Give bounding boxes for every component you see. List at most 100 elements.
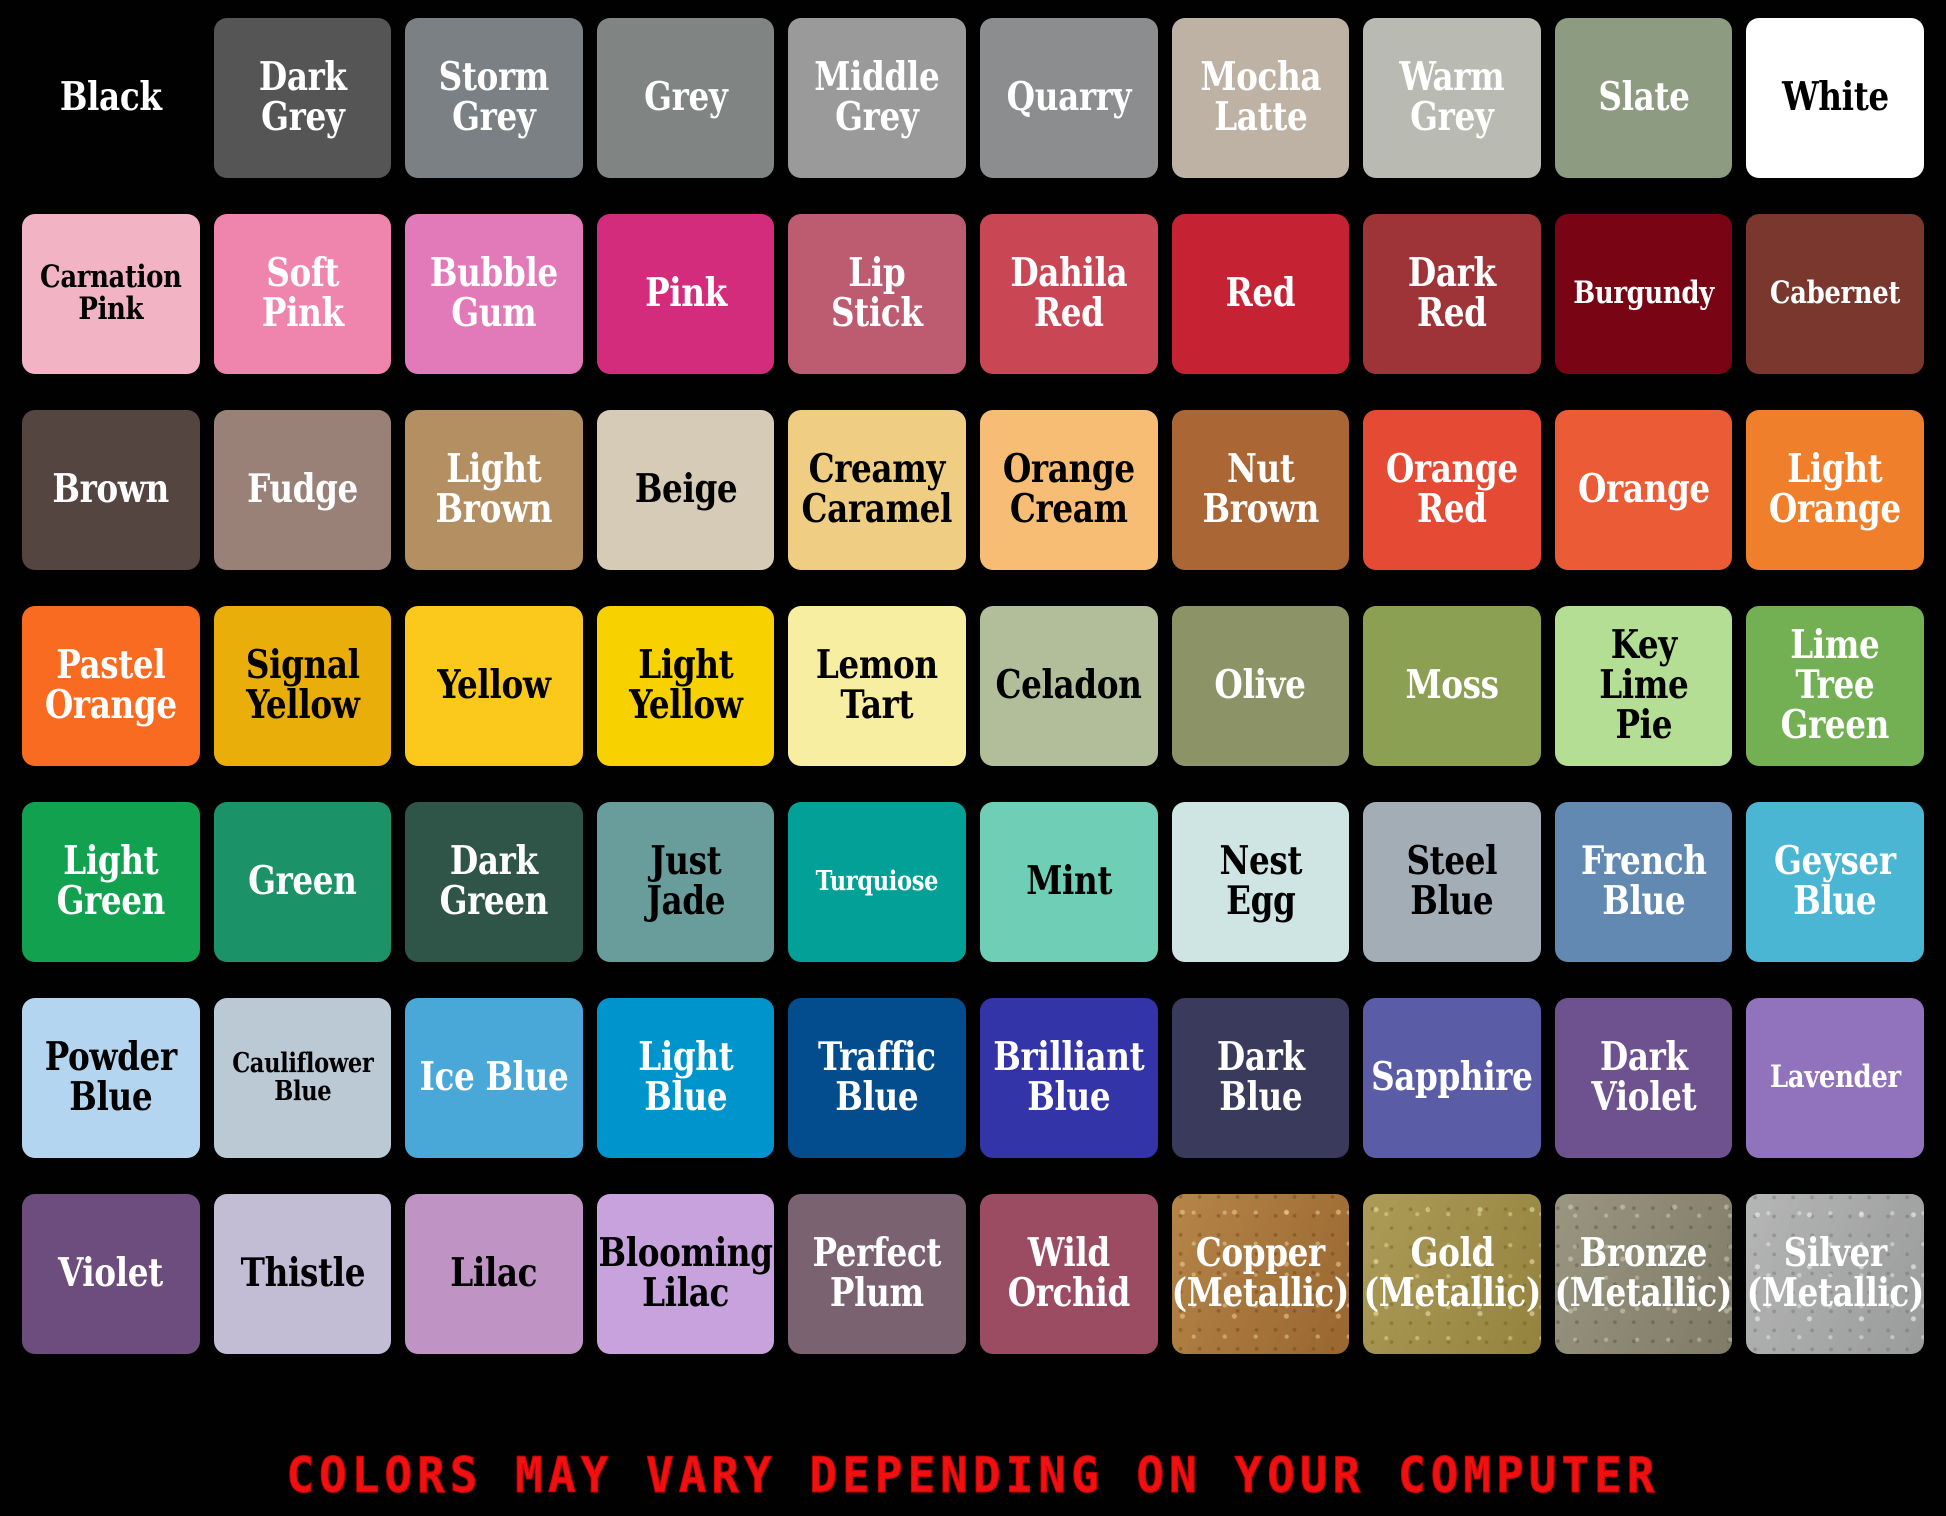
color-swatch[interactable]: Bubble Gum — [405, 214, 583, 374]
swatch-grid: Black Dark Grey Storm Grey Grey Middle Grey Q… — [22, 18, 1924, 1354]
color-swatch[interactable]: Key Lime Pie — [1554, 606, 1733, 766]
swatch-label: Carnation Pink — [40, 259, 182, 327]
color-swatch[interactable]: French Blue — [1554, 802, 1733, 962]
color-swatch[interactable]: Cabernet — [1746, 214, 1924, 374]
color-swatch[interactable]: Moss — [1363, 606, 1541, 766]
color-swatch[interactable]: Copper (Metallic) — [1171, 1194, 1350, 1354]
color-swatch[interactable]: Light Blue — [596, 998, 775, 1158]
color-swatch[interactable]: Creamy Caramel — [788, 410, 966, 570]
color-swatch[interactable]: Ice Blue — [405, 998, 583, 1158]
color-swatch[interactable]: Fudge — [213, 410, 392, 570]
swatch-label: White — [1781, 74, 1889, 121]
color-swatch[interactable]: Orange Red — [1363, 410, 1541, 570]
swatch-label: Orange Cream — [1002, 446, 1135, 532]
color-swatch[interactable]: Pink — [596, 214, 775, 374]
color-swatch[interactable]: Burgundy — [1554, 214, 1733, 374]
color-swatch[interactable]: Sapphire — [1363, 998, 1541, 1158]
color-swatch[interactable]: Powder Blue — [22, 998, 200, 1158]
swatch-label: Storm Grey — [438, 54, 550, 140]
color-swatch[interactable]: Gold (Metallic) — [1363, 1194, 1541, 1354]
color-swatch[interactable]: Geyser Blue — [1746, 802, 1924, 962]
color-swatch[interactable]: Perfect Plum — [788, 1194, 966, 1354]
color-swatch[interactable]: Soft Pink — [213, 214, 392, 374]
color-swatch[interactable]: Wild Orchid — [980, 1194, 1158, 1354]
swatch-label: Light Brown — [435, 446, 553, 532]
color-swatch[interactable]: Lavender — [1746, 998, 1924, 1158]
metallic-texture-overlay — [1171, 1194, 1350, 1354]
swatch-label: Signal Yellow — [245, 642, 360, 728]
color-swatch[interactable]: Dark Grey — [213, 18, 392, 178]
swatch-label: Sapphire — [1371, 1054, 1533, 1101]
swatch-label: Orange Red — [1386, 446, 1518, 532]
color-swatch[interactable]: Warm Grey — [1363, 18, 1541, 178]
color-swatch[interactable]: Green — [213, 802, 392, 962]
color-swatch[interactable]: Olive — [1171, 606, 1350, 766]
color-swatch[interactable]: Light Brown — [405, 410, 583, 570]
color-swatch[interactable]: White — [1746, 18, 1924, 178]
swatch-label: Wild Orchid — [1007, 1230, 1131, 1316]
swatch-label: Lemon Tart — [816, 642, 939, 728]
color-swatch[interactable]: Yellow — [405, 606, 583, 766]
color-swatch[interactable]: Light Orange — [1746, 410, 1924, 570]
color-swatch[interactable]: Carnation Pink — [22, 214, 200, 374]
swatch-label: Violet — [58, 1250, 164, 1297]
color-swatch[interactable]: Orange — [1554, 410, 1733, 570]
swatch-label: Steel Blue — [1406, 838, 1498, 924]
swatch-label: Powder Blue — [44, 1034, 177, 1120]
color-swatch[interactable]: Brilliant Blue — [980, 998, 1158, 1158]
color-swatch[interactable]: Mocha Latte — [1171, 18, 1350, 178]
color-swatch[interactable]: Slate — [1554, 18, 1733, 178]
color-swatch[interactable]: Dark Green — [405, 802, 583, 962]
swatch-label: Olive — [1214, 662, 1306, 709]
swatch-label: Key Lime Pie — [1599, 622, 1689, 748]
color-swatch[interactable]: Bronze (Metallic) — [1554, 1194, 1733, 1354]
color-swatch[interactable]: Orange Cream — [980, 410, 1158, 570]
swatch-label: Lime Tree Green — [1780, 622, 1890, 748]
color-swatch[interactable]: Red — [1171, 214, 1350, 374]
color-swatch[interactable]: Lilac — [405, 1194, 583, 1354]
color-swatch[interactable]: Steel Blue — [1363, 802, 1541, 962]
color-swatch[interactable]: Silver (Metallic) — [1746, 1194, 1924, 1354]
color-swatch[interactable]: Storm Grey — [405, 18, 583, 178]
color-swatch[interactable]: Beige — [596, 410, 775, 570]
swatch-label: Silver (Metallic) — [1746, 1230, 1924, 1316]
color-swatch[interactable]: Black — [22, 18, 200, 178]
color-swatch[interactable]: Just Jade — [596, 802, 775, 962]
swatch-label: Dahila Red — [1010, 250, 1128, 336]
swatch-label: Light Yellow — [628, 642, 743, 728]
color-swatch[interactable]: Pastel Orange — [22, 606, 200, 766]
color-swatch[interactable]: Quarry — [980, 18, 1158, 178]
color-swatch[interactable]: Violet — [22, 1194, 200, 1354]
footer-banner: COLORS MAY VARY DEPENDING ON YOUR COMPUT… — [0, 1446, 1946, 1504]
footer-disclaimer-text: COLORS MAY VARY DEPENDING ON YOUR COMPUT… — [286, 1446, 1660, 1504]
color-swatch[interactable]: Signal Yellow — [213, 606, 392, 766]
color-swatch[interactable]: Light Green — [22, 802, 200, 962]
color-swatch[interactable]: Celadon — [980, 606, 1158, 766]
color-swatch[interactable]: Turquiose — [788, 802, 966, 962]
color-swatch[interactable]: Dark Violet — [1554, 998, 1733, 1158]
color-swatch[interactable]: Lemon Tart — [788, 606, 966, 766]
color-swatch[interactable]: Middle Grey — [788, 18, 966, 178]
color-swatch[interactable]: Nest Egg — [1171, 802, 1350, 962]
color-swatch[interactable]: Nut Brown — [1171, 410, 1350, 570]
swatch-label: Orange — [1577, 466, 1710, 513]
color-swatch[interactable]: Blooming Lilac — [596, 1194, 775, 1354]
color-swatch[interactable]: Lime Tree Green — [1746, 606, 1924, 766]
color-swatch[interactable]: Thistle — [213, 1194, 392, 1354]
swatch-label: Dark Blue — [1216, 1034, 1305, 1120]
swatch-label: Mint — [1025, 858, 1112, 905]
color-swatch[interactable]: Brown — [22, 410, 200, 570]
color-swatch[interactable]: Light Yellow — [596, 606, 775, 766]
swatch-label: Mocha Latte — [1199, 54, 1321, 140]
swatch-label: Green — [248, 858, 357, 905]
color-swatch[interactable]: Dahila Red — [980, 214, 1158, 374]
swatch-label: Beige — [634, 466, 737, 513]
color-swatch[interactable]: Cauliflower Blue — [213, 998, 392, 1158]
color-swatch[interactable]: Lip Stick — [788, 214, 966, 374]
color-swatch[interactable]: Mint — [980, 802, 1158, 962]
color-swatch[interactable]: Dark Blue — [1171, 998, 1350, 1158]
color-swatch[interactable]: Traffic Blue — [788, 998, 966, 1158]
color-swatch[interactable]: Dark Red — [1363, 214, 1541, 374]
swatch-label: Yellow — [437, 662, 551, 709]
color-swatch[interactable]: Grey — [596, 18, 775, 178]
